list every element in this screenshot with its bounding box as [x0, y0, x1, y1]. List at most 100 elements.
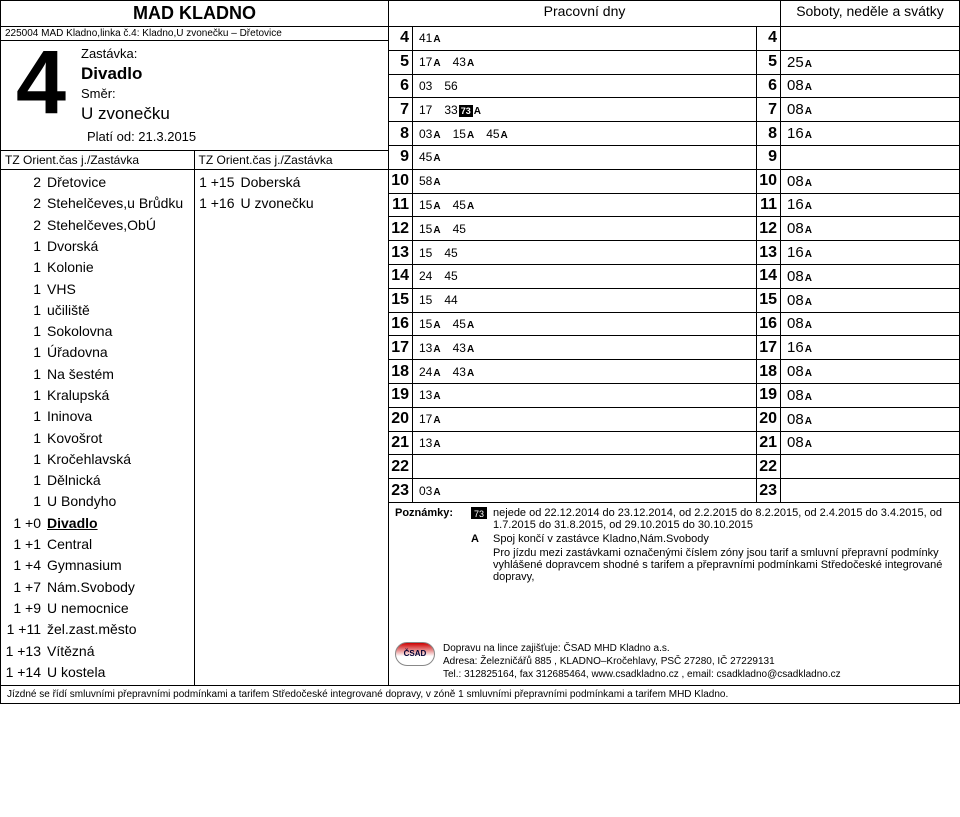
stop-row: 1Ininova: [5, 406, 190, 427]
departure-minute: 16A: [787, 244, 812, 261]
note-letter: A: [433, 391, 440, 402]
weekend-cell: 2108A: [757, 432, 935, 455]
work-minutes: 03A15A45A: [413, 122, 757, 145]
weekend-minutes: 08A: [781, 363, 935, 380]
stop-row: 1Dvorská: [5, 235, 190, 256]
valid-from: Platí od: 21.3.2015: [81, 126, 384, 150]
departure-minute: 15A: [419, 317, 441, 331]
hour-cell-wknd: 13: [757, 241, 781, 264]
weekend-minutes: 08A: [781, 173, 935, 190]
weekend-cell: 708A: [757, 98, 935, 121]
note-letter: A: [805, 297, 812, 308]
schedule-row: 1058A1008A: [389, 170, 959, 194]
weekend-minutes: 08A: [781, 387, 935, 404]
stop-time: 1: [5, 300, 47, 320]
departure-minute: 17: [419, 103, 432, 117]
note-letter: A: [433, 58, 440, 69]
stop-row: 2Dřetovice: [5, 172, 190, 193]
departure-minute: 03A: [419, 484, 441, 498]
stop-name-cell: Kovošrot: [47, 428, 190, 448]
weekend-cell: 816A: [757, 122, 935, 145]
work-minutes: 13A: [413, 384, 757, 407]
stop-time: 1 +15: [199, 172, 241, 192]
label-stop: Zastávka:: [81, 45, 384, 63]
provider-line2: Adresa: Železničářů 885 , KLADNO–Kročehl…: [443, 655, 841, 668]
hour-cell-wknd: 10: [757, 170, 781, 193]
stop-time: 1: [5, 470, 47, 490]
note-letter: A: [805, 416, 812, 427]
schedule-row: 1713A43A1716A: [389, 336, 959, 360]
hour-cell: 23: [389, 479, 413, 502]
stop-time: 1: [5, 491, 47, 511]
hour-cell: 7: [389, 98, 413, 121]
departure-minute: 45: [453, 222, 466, 236]
work-minutes: 0356: [413, 75, 757, 98]
hour-cell: 11: [389, 194, 413, 217]
weekend-minutes: 16A: [781, 244, 935, 261]
note-letter: A: [433, 439, 440, 450]
departure-minute: 03: [419, 79, 432, 93]
schedule-row: 1215A451208A: [389, 217, 959, 241]
note-letter: A: [805, 249, 812, 260]
work-minutes: 15A45A: [413, 194, 757, 217]
stop-row: 1Úřadovna: [5, 342, 190, 363]
note-letter: A: [433, 368, 440, 379]
note-symbol: 73: [471, 507, 487, 519]
hour-cell-wknd: 11: [757, 194, 781, 217]
stop-row: 1 +11žel.zast.město: [5, 619, 190, 640]
stop-name-cell: Úřadovna: [47, 342, 190, 362]
note-row: Poznámky:73nejede od 22.12.2014 do 23.12…: [395, 507, 953, 531]
note-letter: A: [805, 225, 812, 236]
stop-name-cell: U zvonečku: [241, 193, 385, 213]
note-letter: A: [805, 82, 812, 93]
hour-cell-wknd: 14: [757, 265, 781, 288]
departure-minute: 25A: [787, 54, 812, 71]
hour-cell-wknd: 6: [757, 75, 781, 98]
departure-minute: 08A: [787, 220, 812, 237]
note-letter: A: [474, 106, 481, 117]
stop-time: 2: [5, 215, 47, 235]
schedule-row: 603566 08A: [389, 75, 959, 99]
hour-cell: 22: [389, 455, 413, 478]
weekend-minutes: 08A: [781, 315, 935, 332]
stop-labels: Zastávka: Divadlo Směr: U zvonečku Platí…: [77, 45, 384, 150]
hour-cell: 21: [389, 432, 413, 455]
stops-col-right: 1 +15Doberská1 +16U zvonečku: [195, 170, 389, 685]
weekend-cell: 1116A: [757, 194, 935, 217]
hour-cell-wknd: 12: [757, 217, 781, 240]
departure-minute: 17A: [419, 412, 441, 426]
hour-cell: 18: [389, 360, 413, 383]
departure-minute: 08A: [787, 387, 812, 404]
stop-time: 1 +7: [5, 577, 47, 597]
work-minutes: 13A43A: [413, 336, 757, 359]
work-minutes: 24A43A: [413, 360, 757, 383]
schedule-row: 1424451408A: [389, 265, 959, 289]
stop-row: 1 +14U kostela: [5, 661, 190, 682]
weekend-cell: 1908A: [757, 384, 935, 407]
departure-minute: 08A: [787, 363, 812, 380]
weekend-cell: 12 08A: [757, 217, 935, 240]
stop-name-cell: Kolonie: [47, 257, 190, 277]
schedule-row: 1913A1908A: [389, 384, 959, 408]
note-letter: A: [433, 201, 440, 212]
work-minutes: 13A: [413, 432, 757, 455]
departure-minute: 16A: [787, 125, 812, 142]
weekend-minutes: 08A: [781, 411, 935, 428]
departure-minute: 44: [444, 293, 457, 307]
stop-time: 1: [5, 257, 47, 277]
stop-row: 2Stehelčeves,u Brůdku: [5, 193, 190, 214]
stop-time: 1 +1: [5, 534, 47, 554]
weekend-cell: 6 08A: [757, 75, 935, 98]
work-minutes: 58A: [413, 170, 757, 193]
note-letter: A: [805, 368, 812, 379]
weekend-cell: 4: [757, 27, 935, 50]
weekend-cell: 1408A: [757, 265, 935, 288]
stop-name-cell: Divadlo: [47, 513, 190, 533]
notes-spacer: [395, 547, 465, 583]
hour-cell-wknd: 9: [757, 146, 781, 169]
stop-time: 1: [5, 406, 47, 426]
departure-minute: 08A: [787, 411, 812, 428]
departure-minute: 08A: [787, 77, 812, 94]
schedule-row: 517A43A525A: [389, 51, 959, 75]
work-minutes: 1544: [413, 289, 757, 312]
